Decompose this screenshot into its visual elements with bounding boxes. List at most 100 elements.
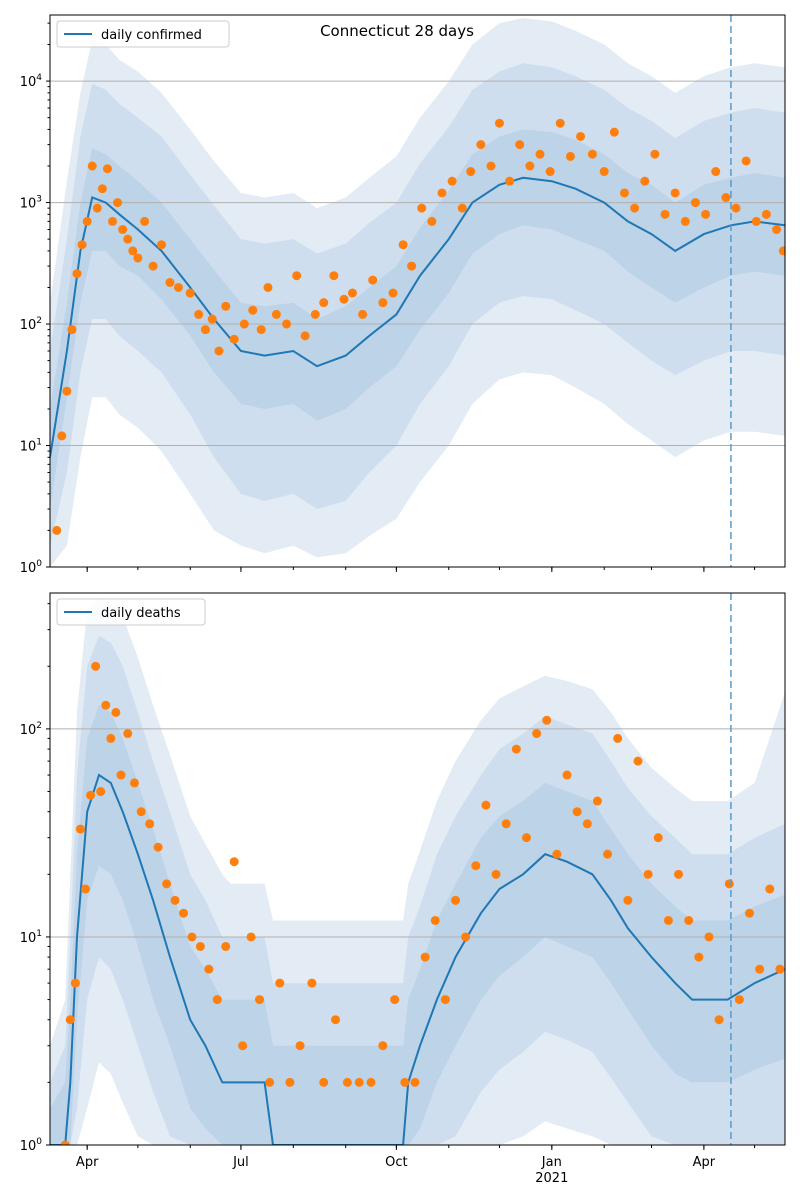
data-point: [761, 209, 771, 219]
legend: daily confirmed: [56, 20, 230, 48]
data-point: [609, 127, 619, 137]
y-tick-label: 101: [20, 929, 42, 946]
data-point: [354, 1077, 364, 1087]
plot-area: [50, 593, 785, 1145]
data-point: [102, 164, 112, 174]
data-point: [451, 895, 461, 905]
data-point: [173, 282, 183, 292]
plot-area: [50, 15, 785, 567]
data-point: [52, 525, 62, 535]
data-point: [282, 319, 292, 329]
data-point: [734, 995, 744, 1005]
data-point: [185, 288, 195, 298]
data-point: [471, 861, 481, 871]
figure-title: Connecticut 28 days: [320, 22, 474, 40]
data-point: [87, 161, 97, 171]
data-point: [116, 770, 126, 780]
data-point: [721, 193, 731, 203]
data-point: [145, 819, 155, 829]
data-point: [694, 952, 704, 962]
data-point: [542, 715, 552, 725]
data-point: [690, 198, 700, 208]
data-point: [347, 288, 357, 298]
data-point: [535, 149, 545, 159]
data-point: [255, 995, 265, 1005]
data-point: [714, 1015, 724, 1025]
data-point: [466, 167, 476, 177]
data-point: [521, 833, 531, 843]
data-point: [366, 1077, 376, 1087]
data-point: [653, 833, 663, 843]
data-point: [576, 131, 586, 141]
data-point: [427, 216, 437, 226]
x-tick-label: Jul: [232, 1155, 249, 1170]
y-tick-label: 100: [20, 1137, 43, 1154]
data-point: [101, 700, 111, 710]
data-point: [113, 198, 123, 208]
data-point: [295, 1041, 305, 1051]
data-point: [430, 915, 440, 925]
data-point: [613, 733, 623, 743]
data-point: [212, 995, 222, 1005]
data-point: [486, 161, 496, 171]
data-point: [751, 216, 761, 226]
data-point: [140, 216, 150, 226]
data-point: [457, 203, 467, 213]
data-point: [170, 895, 180, 905]
x-tick-label: Apr: [693, 1155, 716, 1170]
data-point: [410, 1077, 420, 1087]
data-point: [129, 778, 139, 788]
data-point: [187, 932, 197, 942]
data-point: [136, 807, 146, 817]
data-point: [195, 941, 205, 951]
data-point: [555, 118, 565, 128]
data-point: [619, 188, 629, 198]
data-point: [388, 288, 398, 298]
data-point: [505, 176, 515, 186]
data-point: [670, 188, 680, 198]
data-point: [778, 246, 785, 256]
data-point: [643, 869, 653, 879]
data-point: [65, 1015, 75, 1025]
data-point: [663, 915, 673, 925]
data-point: [565, 151, 575, 161]
data-point: [319, 298, 329, 308]
data-point: [398, 240, 408, 250]
legend-box: [56, 598, 206, 626]
data-point: [91, 661, 101, 671]
data-point: [491, 869, 501, 879]
data-point: [378, 298, 388, 308]
x-tick-label: Jan: [541, 1155, 562, 1170]
data-point: [310, 309, 320, 319]
data-point: [248, 305, 258, 315]
data-point: [229, 334, 239, 344]
data-point: [660, 209, 670, 219]
data-point: [165, 277, 175, 287]
data-point: [724, 879, 734, 889]
data-point: [339, 294, 349, 304]
data-point: [704, 932, 714, 942]
data-point: [256, 325, 266, 335]
y-tick-label: 103: [20, 195, 42, 212]
data-point: [680, 216, 690, 226]
data-point: [640, 176, 650, 186]
legend-box: [56, 20, 230, 48]
data-point: [701, 209, 711, 219]
data-point: [378, 1041, 388, 1051]
x-tick-sublabel: 2021: [535, 1171, 568, 1186]
y-tick-label: 100: [20, 559, 43, 576]
data-point: [82, 216, 92, 226]
data-point: [481, 800, 491, 810]
data-point: [630, 203, 640, 213]
data-point: [515, 140, 525, 150]
data-point: [221, 301, 231, 311]
data-point: [221, 941, 231, 951]
data-point: [148, 261, 158, 271]
data-point: [178, 908, 188, 918]
data-point: [745, 908, 755, 918]
data-point: [572, 807, 582, 817]
data-point: [285, 1077, 295, 1087]
data-point: [204, 964, 214, 974]
data-point: [238, 1041, 248, 1051]
